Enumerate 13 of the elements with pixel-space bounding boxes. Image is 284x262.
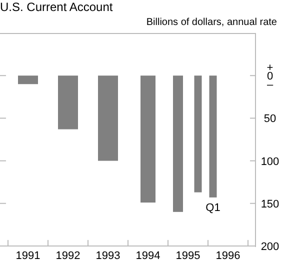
x-tick-label: 1995 xyxy=(176,250,200,262)
x-tick-label: 1991 xyxy=(16,250,40,262)
x-tick-label: 1993 xyxy=(96,250,120,262)
annotation: Q1 xyxy=(206,202,220,214)
x-tick-label: 1992 xyxy=(56,250,80,262)
x-tick-label: 1996 xyxy=(216,250,240,262)
y-tick-label: 200 xyxy=(260,241,280,253)
y-tick-label: 100 xyxy=(260,156,280,168)
chart-title: U.S. Current Account xyxy=(0,0,113,14)
chart-subtitle: Billions of dollars, annual rate xyxy=(146,17,277,28)
x-tick-label: 1994 xyxy=(136,250,160,262)
y-tick-label: 50 xyxy=(264,113,276,126)
y-tick-label: 150 xyxy=(260,198,280,210)
